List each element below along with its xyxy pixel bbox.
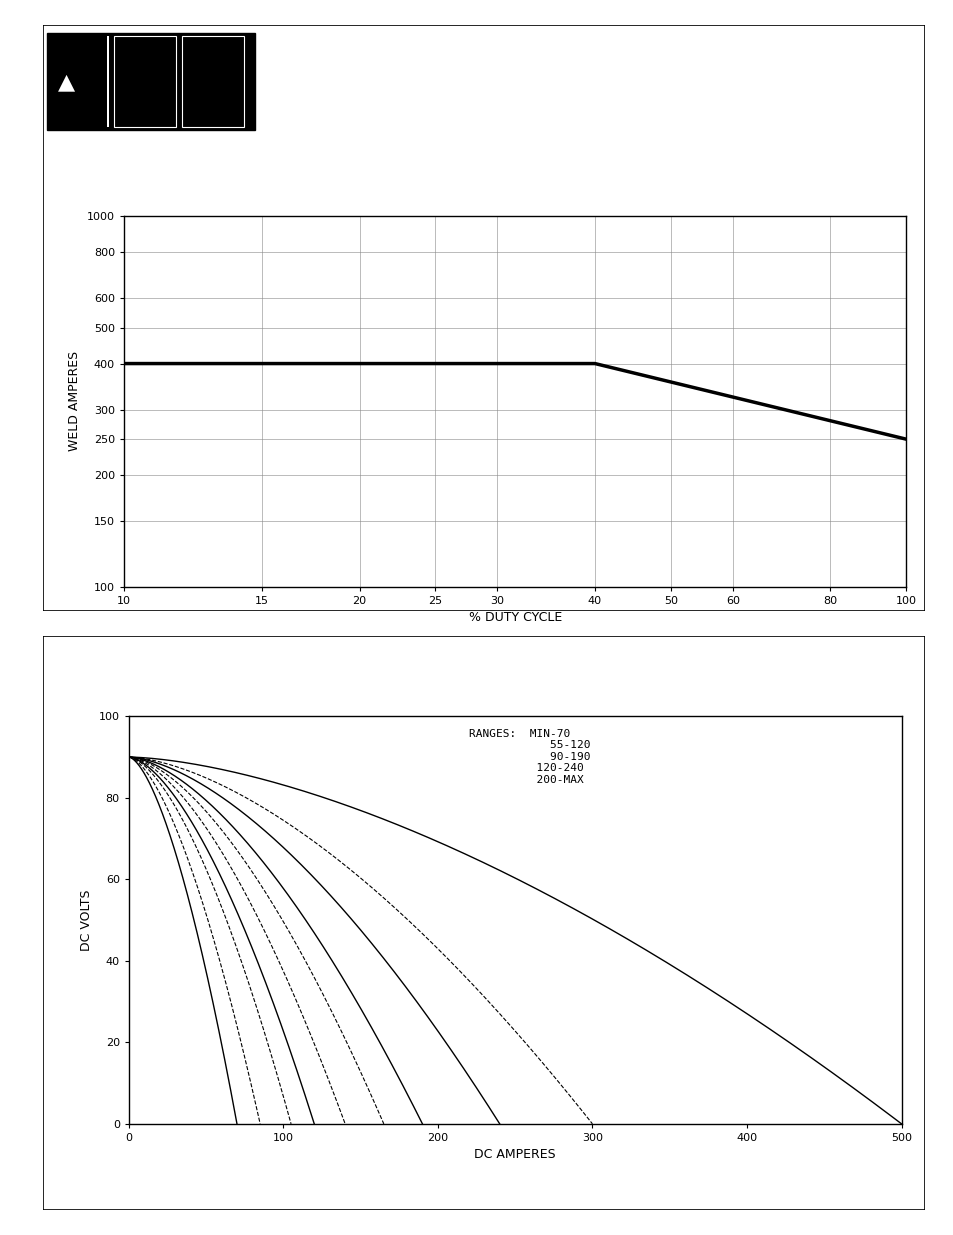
- X-axis label: DC AMPERES: DC AMPERES: [474, 1149, 556, 1161]
- X-axis label: % DUTY CYCLE: % DUTY CYCLE: [468, 611, 561, 624]
- Y-axis label: WELD AMPERES: WELD AMPERES: [69, 351, 81, 452]
- Bar: [114, 36, 176, 127]
- Text: RANGES:  MIN-70
            55-120
            90-190
          120-240
        : RANGES: MIN-70 55-120 90-190 120-240: [468, 729, 590, 785]
- Bar: [182, 36, 244, 127]
- Y-axis label: DC VOLTS: DC VOLTS: [80, 889, 93, 951]
- Bar: [48, 33, 254, 131]
- Bar: [108, 36, 109, 127]
- Text: ▲: ▲: [58, 72, 75, 91]
